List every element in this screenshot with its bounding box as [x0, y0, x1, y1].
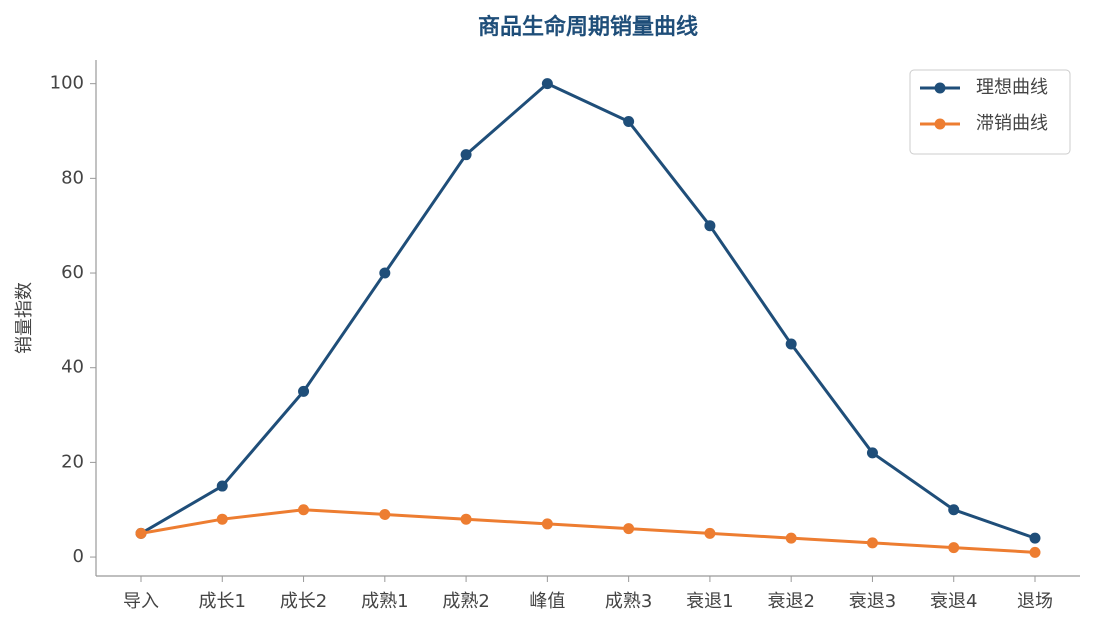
data-point [1029, 546, 1041, 558]
data-point [1029, 532, 1041, 544]
data-point [460, 149, 472, 161]
data-point [704, 220, 716, 232]
y-tick-label: 60 [61, 262, 84, 283]
x-tick-label: 衰退4 [930, 591, 977, 612]
data-point [135, 527, 147, 539]
x-tick-label: 衰退2 [767, 591, 814, 612]
legend-label: 滞销曲线 [976, 113, 1048, 134]
x-tick-label: 峰值 [529, 591, 565, 612]
data-point [623, 116, 635, 128]
data-point [298, 504, 310, 516]
data-point [541, 518, 553, 530]
x-tick-label: 导入 [123, 591, 159, 612]
x-tick-label: 衰退3 [849, 591, 896, 612]
y-tick-label: 40 [61, 357, 84, 378]
x-tick-label: 成熟2 [442, 591, 489, 612]
x-tick-label: 衰退1 [686, 591, 733, 612]
data-point [785, 532, 797, 544]
data-point [541, 78, 553, 90]
series-line [140, 82, 1036, 540]
legend-marker [934, 82, 946, 94]
legend-box [909, 69, 1071, 155]
y-tick-label: 100 [50, 73, 84, 94]
x-tick-label: 成熟1 [361, 591, 408, 612]
y-axis-label: 销量指数 [14, 282, 35, 354]
x-tick-label: 成熟3 [605, 591, 652, 612]
y-tick-label: 80 [61, 167, 84, 188]
data-point [623, 523, 635, 535]
x-tick-label: 退场 [1017, 591, 1053, 612]
legend-label: 理想曲线 [976, 77, 1048, 98]
data-point [460, 513, 472, 525]
data-point [948, 504, 960, 516]
x-tick-label: 成长2 [280, 591, 327, 612]
data-point [216, 480, 228, 492]
data-point [785, 338, 797, 350]
data-point [379, 508, 391, 520]
data-point [866, 447, 878, 459]
legend-marker [934, 118, 946, 130]
data-point [298, 385, 310, 397]
data-point [379, 267, 391, 279]
y-tick-label: 0 [73, 546, 84, 567]
series-line [140, 508, 1036, 554]
data-point [216, 513, 228, 525]
chart-title: 商品生命周期销量曲线 [478, 14, 698, 40]
y-tick-label: 20 [61, 451, 84, 472]
data-point [866, 537, 878, 549]
data-point [948, 542, 960, 554]
x-tick-label: 成长1 [199, 591, 246, 612]
data-point [704, 527, 716, 539]
